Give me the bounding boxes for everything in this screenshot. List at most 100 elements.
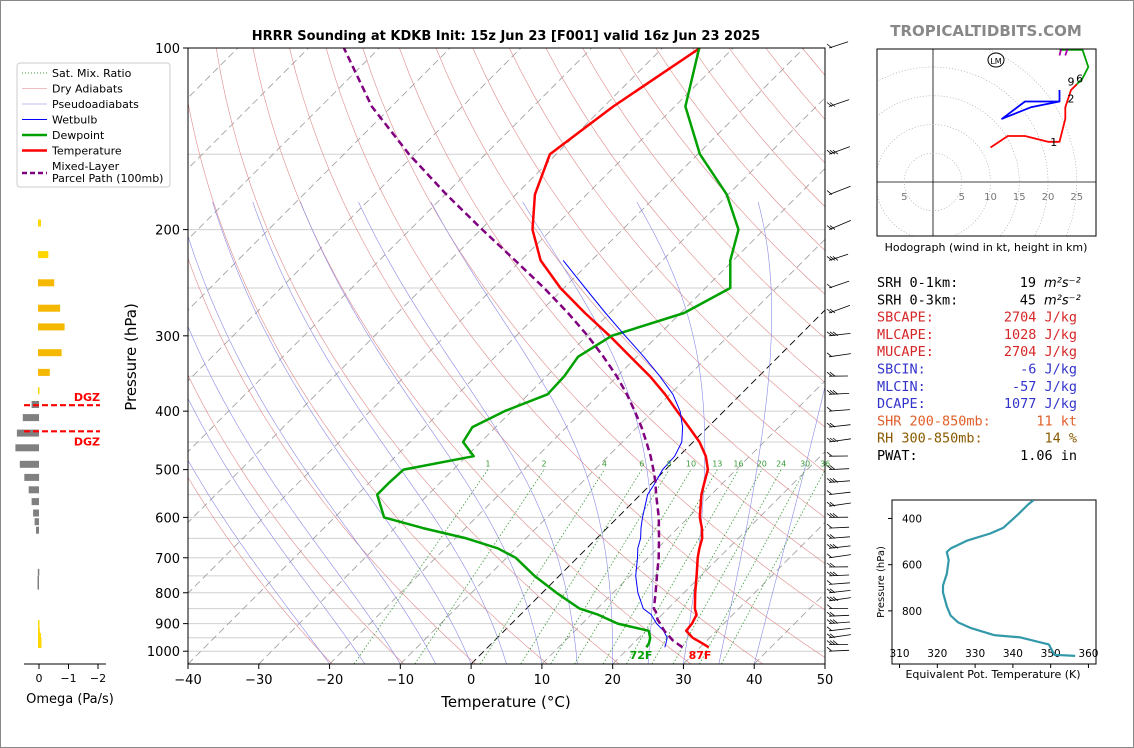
wind-barb	[826, 633, 851, 639]
omega-bar	[38, 637, 42, 644]
barb-flag	[829, 308, 836, 314]
barb-flag	[826, 149, 833, 155]
mixing-ratio-label: 36	[820, 460, 830, 469]
wind-barb	[826, 305, 851, 314]
barb-staff	[828, 545, 851, 549]
storm-motion-label: LM	[990, 57, 1001, 66]
hodograph-tick-label: 25	[1070, 192, 1083, 203]
barb-flag	[832, 543, 839, 549]
mixing-ratio-line	[414, 469, 545, 664]
wind-barb	[826, 543, 851, 549]
omega-bar	[24, 473, 40, 481]
mixing-ratio-label: 13	[712, 460, 722, 469]
omega-bar	[38, 387, 40, 395]
barb-staff	[828, 554, 851, 559]
legend-label: Pseudoadiabats	[52, 98, 139, 111]
barb-staff	[828, 185, 851, 195]
wind-barb	[826, 99, 850, 107]
hodograph-segment	[1059, 49, 1090, 85]
skewt-background-lines	[188, 48, 825, 664]
dry-adiabat	[399, 48, 825, 564]
stat-value: 2704 J/kg	[1004, 310, 1077, 326]
x-axis-label: Temperature (°C)	[440, 693, 570, 711]
theta-e-y-tick-label: 600	[902, 560, 922, 572]
wind-barb	[826, 478, 850, 483]
y-tick-label: 300	[155, 330, 180, 345]
barb-staff	[828, 393, 850, 395]
barb-flag	[826, 256, 833, 261]
omega-bar	[38, 323, 65, 331]
dry-adiabat	[362, 48, 825, 611]
wind-barb	[826, 437, 851, 443]
barb-staff	[828, 590, 851, 594]
stat-label: SBCAPE:	[877, 310, 934, 326]
hodograph-height-label: 6	[1076, 73, 1083, 86]
barb-flag	[832, 331, 839, 337]
barb-flag	[826, 553, 833, 559]
dry-adiabat	[215, 48, 620, 664]
barb-flag	[829, 633, 836, 639]
barb-staff	[828, 536, 850, 539]
hodograph-height-label: 9	[1068, 75, 1075, 88]
y-tick-label: 400	[155, 405, 180, 420]
barb-flag	[826, 406, 833, 412]
x-tick-label: 10	[534, 673, 551, 688]
omega-bar	[38, 251, 49, 259]
omega-bar	[33, 509, 39, 517]
barb-staff	[828, 649, 850, 652]
dry-adiabat	[582, 48, 825, 339]
barb-staff	[828, 614, 850, 617]
dry-adiabat	[188, 374, 405, 664]
omega-bar	[34, 518, 39, 526]
wind-barb	[826, 534, 850, 539]
pseudoadiabat	[430, 201, 613, 664]
barb-flag	[829, 478, 836, 483]
omega-bar	[38, 219, 41, 227]
barb-flag	[829, 256, 836, 261]
wind-barb	[826, 513, 849, 518]
isotherm	[612, 451, 825, 664]
barb-flag	[826, 43, 833, 49]
stat-value: 2704 J/kg	[1004, 344, 1077, 360]
dgz-label: DGZ	[74, 391, 100, 404]
barb-flag	[826, 604, 833, 609]
stat-value: 1028 J/kg	[1004, 327, 1077, 343]
y-tick-label: 200	[155, 224, 180, 239]
wind-barb	[826, 451, 849, 457]
omega-bar	[38, 368, 50, 376]
barb-flag	[829, 371, 836, 377]
hodograph-tick-label: 5	[901, 192, 907, 203]
theta-e-y-label: Pressure (hPa)	[876, 546, 887, 618]
isotherm	[683, 521, 825, 664]
barb-flag	[829, 611, 836, 617]
skewt-profiles	[342, 48, 740, 649]
barb-flag	[826, 588, 833, 594]
barb-flag	[826, 225, 833, 230]
stat-label: MUCAPE:	[877, 344, 934, 360]
x-tick-label: −30	[245, 673, 272, 688]
omega-bar	[37, 582, 39, 590]
barb-staff	[828, 438, 851, 443]
isotherm	[188, 48, 805, 664]
barb-flag	[829, 571, 836, 577]
barb-flag	[832, 149, 839, 155]
pseudoadiabat	[212, 201, 472, 664]
wind-barb	[826, 422, 851, 428]
barb-flag	[832, 389, 839, 395]
hodograph-tick-label: 20	[1042, 192, 1055, 203]
wind-barb	[826, 490, 851, 495]
hodograph-tick-label: 15	[1013, 192, 1026, 203]
barb-flag	[826, 437, 833, 443]
legend: Sat. Mix. Ratio Dry Adiabats Pseudoadiabat…	[16, 62, 171, 188]
theta-e-x-tick-label: 350	[1041, 648, 1061, 660]
mixing-ratio-label: 2	[542, 460, 547, 469]
y-tick-label: 500	[155, 464, 180, 479]
y-tick-label: 700	[155, 552, 180, 567]
stat-value: 45	[1020, 292, 1036, 308]
barb-staff	[828, 574, 850, 577]
omega-bar	[15, 444, 39, 452]
omega-bar	[38, 641, 42, 649]
dry-adiabat	[545, 48, 825, 383]
